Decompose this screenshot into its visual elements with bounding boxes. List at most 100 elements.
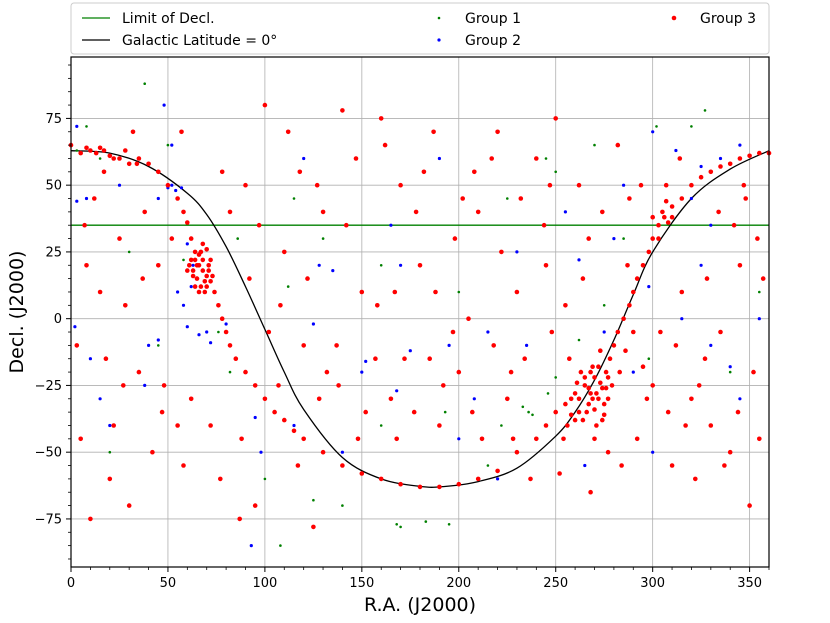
y-tick-label: 50 [45,179,62,194]
legend-group-3-swatch [671,15,677,21]
group-3-point [580,417,586,423]
group-2-point [728,365,732,369]
group-3-point [378,116,384,121]
group-3-point [600,385,605,391]
group-2-point [631,370,635,374]
group-3-point [528,476,533,482]
group-3-point [282,249,287,255]
group-3-point [159,409,165,415]
group-2-point [170,183,174,187]
group-2-point [185,242,189,246]
group-3-point [592,436,597,442]
x-tick-label: 250 [543,576,568,591]
group-2-point [292,423,296,428]
group-3-point [722,463,727,468]
group-3-point [324,369,330,375]
group-2-point [75,124,79,128]
group-3-point [301,436,307,442]
group-3-point [563,401,568,407]
legend-group-1-swatch [437,16,441,20]
group-3-point [755,236,760,241]
group-2-point [360,370,364,374]
group-3-point [278,303,283,308]
group-3-point [689,396,694,402]
group-3-point [134,161,140,167]
group-3-point [470,409,475,415]
group-3-point [237,516,242,522]
group-3-point [638,182,644,188]
group-3-point [111,156,116,161]
group-2-point [259,450,263,454]
group-3-point [650,214,655,220]
group-3-point [417,263,423,268]
group-3-point [727,161,733,167]
group-2-point [197,333,201,337]
group-2-point [647,285,651,289]
group-3-point [578,369,584,375]
group-3-point [640,263,646,268]
group-2-point [302,156,306,161]
group-2-point [602,330,606,334]
group-1-point [527,410,530,414]
group-3-point [696,383,702,388]
group-3-point [256,222,262,228]
group-3-point [598,380,603,386]
group-3-point [243,369,248,375]
group-1-point [500,424,503,427]
group-3-point [663,182,669,188]
group-3-point [291,428,297,434]
group-3-point [505,396,510,402]
group-3-point [417,484,423,490]
group-3-point [617,369,622,375]
group-3-point [206,263,211,268]
group-3-point [187,263,192,268]
group-3-point [126,161,132,167]
y-axis-label: Decl. (J2000) [6,251,28,374]
group-3-point [518,196,524,201]
group-3-point [588,489,593,495]
x-tick-label: 350 [737,576,762,591]
group-3-point [665,220,671,225]
group-3-point [475,209,481,215]
group-3-point [165,182,171,188]
group-3-point [146,161,151,167]
group-3-point [650,236,655,241]
group-3-point [181,209,186,215]
group-1-point [602,304,606,307]
group-1-point [399,525,402,529]
group-1-point [554,170,557,174]
group-3-point [84,263,89,268]
group-2-point [709,343,713,347]
group-3-point [673,343,679,348]
group-3-point [340,463,345,468]
group-1-point [321,237,325,240]
legend-box [70,2,770,55]
group-3-point [650,383,655,388]
group-3-point [111,423,116,428]
group-1-point [690,125,693,128]
group-1-point [166,143,170,147]
group-3-point [708,423,714,428]
group-3-point [623,348,628,354]
group-3-point [233,356,239,362]
group-3-point [586,401,591,407]
group-3-point [669,204,675,209]
group-3-point [378,476,384,482]
group-3-point [574,380,580,386]
group-3-point [679,289,685,295]
group-1-point [286,285,290,288]
group-3-point [603,385,609,391]
group-3-point [491,343,497,348]
group-1-point [544,157,548,160]
group-3-point [181,463,186,468]
x-tick-label: 150 [349,576,374,591]
group-2-point [176,290,180,294]
group-3-point [402,356,407,362]
group-2-point [486,330,490,334]
group-1-point [228,370,232,374]
group-3-point [262,396,268,402]
group-1-point [647,357,651,361]
group-2-point [437,156,441,161]
group-3-point [320,209,326,215]
group-3-point [568,412,574,418]
